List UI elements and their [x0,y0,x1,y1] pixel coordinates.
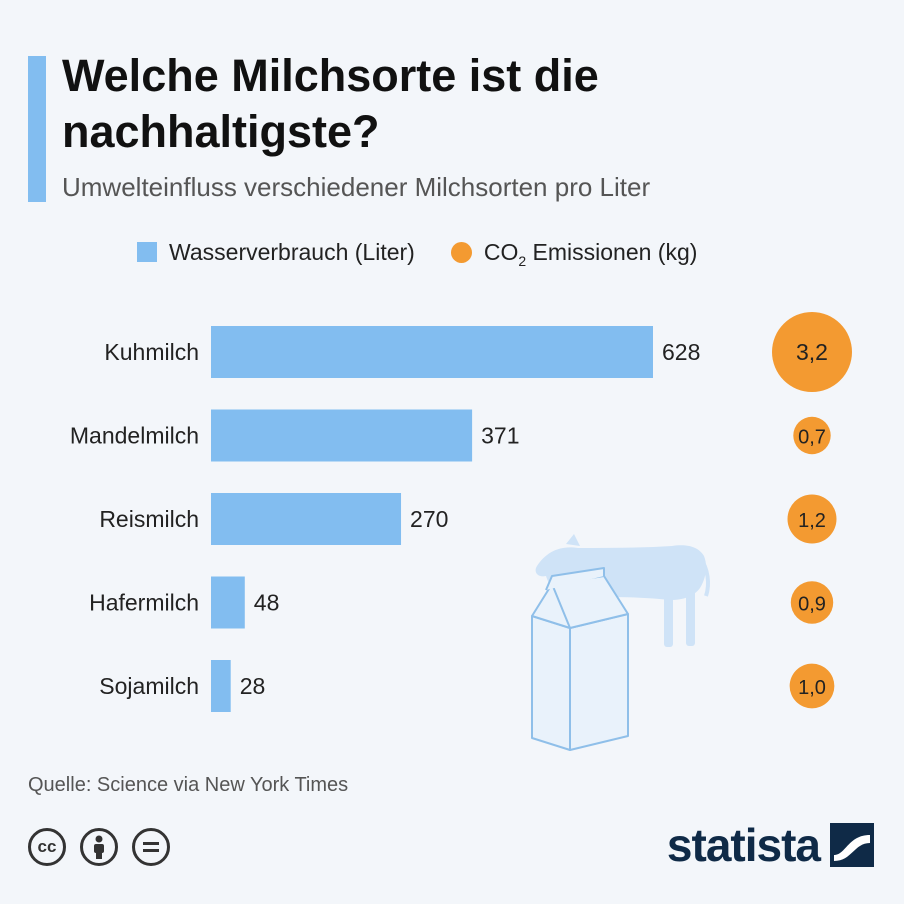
brand-name: statista [666,819,821,871]
category-label-mandelmilch: Mandelmilch [70,423,199,449]
statista-logo-icon [830,823,874,867]
bubble-series: 3,2 0,7 1,2 0,9 1,0 [772,312,852,709]
co2-bubble-mandelmilch [793,416,831,455]
statista-logo[interactable]: statista [667,818,874,872]
co2-bubble-reismilch [787,494,837,544]
cc-icon[interactable]: cc [28,828,66,866]
bar-value-kuhmilch: 628 [662,339,700,365]
legend-swatch-co2 [450,241,472,263]
category-label-sojamilch: Sojamilch [99,673,199,699]
license-icons: cc [28,828,184,866]
co2-value-hafermilch: 0,9 [798,594,826,616]
bar-value-hafermilch: 48 [254,590,280,616]
legend-label-water: Wasserverbrauch (Liter) [169,238,415,265]
bar-value-reismilch: 270 [410,506,448,532]
co2-value-reismilch: 1,2 [798,510,826,532]
bar-mandelmilch [211,409,473,462]
page-title: Welche Milchsorte ist die nachhaltigste? [62,50,599,157]
legend-swatch-water [137,242,157,262]
co2-bubble-sojamilch [789,663,835,709]
category-label-hafermilch: Hafermilch [89,590,199,616]
bar-reismilch [211,493,402,545]
legend-item-water: Wasserverbrauch (Liter) [137,239,415,266]
legend-label-co2: CO2 Emissionen (kg) [483,238,698,269]
bar-value-sojamilch: 28 [240,673,266,699]
bar-sojamilch [211,660,231,712]
chart-legend: Wasserverbrauch (Liter) CO2 Emissionen (… [137,236,733,269]
milk-carton-icon [531,567,629,751]
bar-hafermilch [211,576,245,629]
co2-value-sojamilch: 1,0 [798,677,826,699]
legend-co2-prefix: CO [483,238,519,265]
category-label-reismilch: Reismilch [99,506,199,532]
legend-co2-subscript: 2 [518,252,527,269]
no-derivatives-icon[interactable] [132,828,170,866]
milk-chart: Kuhmilch 628 Mandelmilch 371 Reismilch 270 Haf… [70,312,852,751]
attribution-icon[interactable] [80,828,118,866]
page-subtitle: Umwelteinfluss verschiedener Milchsorten… [62,172,651,202]
bar-series: Kuhmilch 628 Mandelmilch 371 Reismilch 270 Haf… [70,326,700,712]
co2-value-mandelmilch: 0,7 [798,427,826,449]
legend-item-co2: CO2 Emissionen (kg) [450,238,698,269]
co2-value-kuhmilch: 3,2 [796,339,828,365]
bar-kuhmilch [211,326,653,378]
co2-bubble-kuhmilch [772,312,852,392]
title-accent-bar [28,56,46,202]
category-label-kuhmilch: Kuhmilch [104,339,199,365]
co2-bubble-hafermilch [790,581,834,624]
source-note: Quelle: Science via New York Times [28,774,349,796]
legend-co2-suffix: Emissionen (kg) [526,238,698,265]
bar-value-mandelmilch: 371 [481,423,519,449]
